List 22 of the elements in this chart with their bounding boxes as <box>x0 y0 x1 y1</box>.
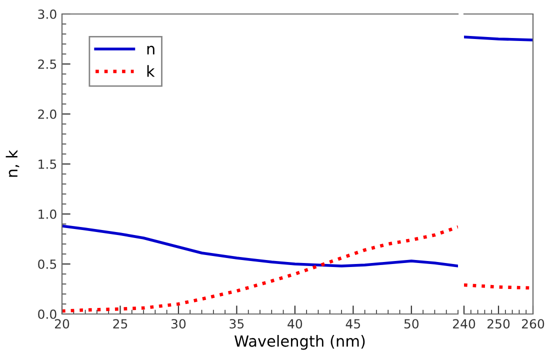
y-tick-label: 1.5 <box>38 160 56 169</box>
y-tick-label: 2.5 <box>38 59 56 69</box>
x-tick-label: 35 <box>230 319 244 329</box>
x-tick-label: 25 <box>113 319 128 329</box>
x-tick-label: 45 <box>346 319 360 329</box>
legend-label: n <box>147 46 154 54</box>
y-tick-label: 0.5 <box>38 259 56 269</box>
y-tick-label: 1.0 <box>38 209 56 219</box>
x-axis-title: Wavelength (nm) <box>234 335 365 350</box>
x-tick-label: 40 <box>288 319 302 329</box>
y-tick-label: 3.0 <box>38 9 56 19</box>
x-tick-label: 20 <box>54 319 70 329</box>
legend-label: k <box>147 65 155 77</box>
x-tick-label: 250 <box>487 319 510 329</box>
x-tick-label: 260 <box>522 319 544 329</box>
y-axis-title: n, k <box>6 150 20 177</box>
x-tick-label: 50 <box>404 319 419 329</box>
line-series <box>62 224 458 268</box>
x-tick-label: 30 <box>171 319 186 329</box>
y-tick-label: 2.0 <box>38 109 56 119</box>
y-tick-label: 0.0 <box>38 309 56 319</box>
x-tick-label: 240 <box>452 319 476 329</box>
